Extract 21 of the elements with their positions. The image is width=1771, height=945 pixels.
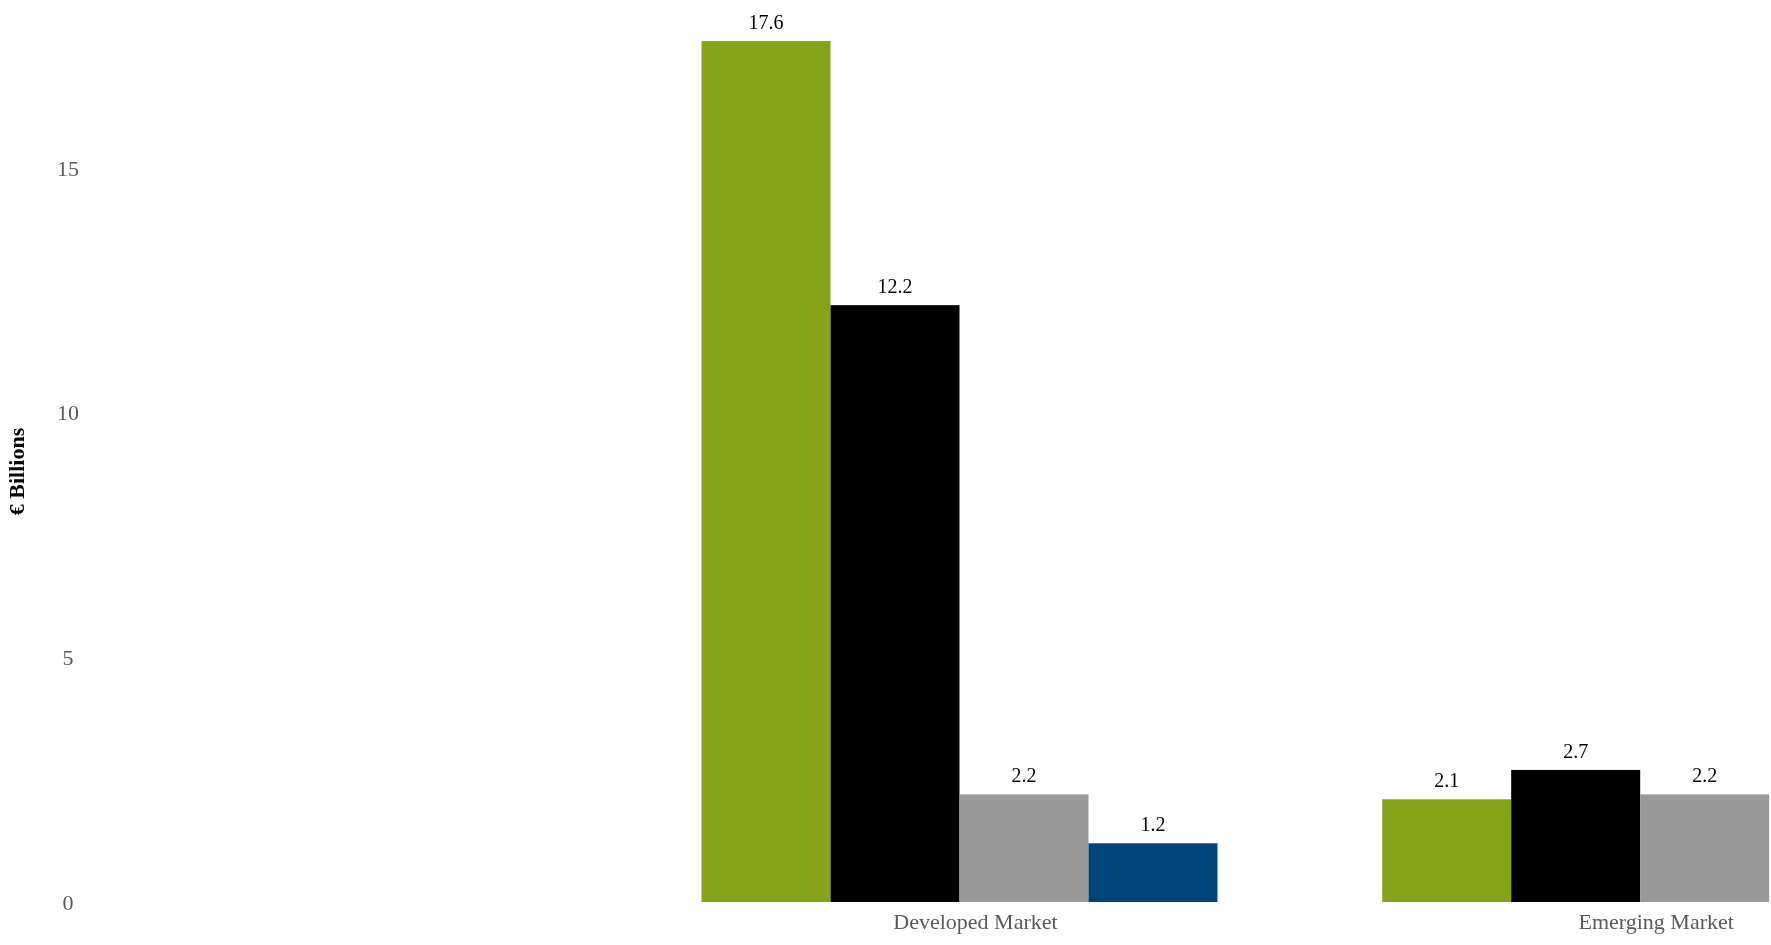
x-tick-label: Developed Market	[893, 909, 1058, 934]
bar	[1640, 794, 1770, 902]
y-tick-label: 10	[57, 400, 79, 426]
y-axis-title: € Billions	[3, 427, 29, 516]
y-tick-label: 0	[62, 889, 74, 915]
data-label: 2.2	[1692, 764, 1718, 787]
data-label: 2.7	[1563, 739, 1589, 762]
y-tick-label: 15	[57, 155, 79, 181]
bar	[959, 794, 1089, 902]
bar	[1382, 799, 1512, 902]
bar	[701, 41, 831, 902]
bar	[830, 305, 960, 902]
bar	[1088, 843, 1218, 902]
data-label: 17.6	[748, 11, 784, 33]
x-tick-label: Emerging Market	[1578, 909, 1734, 934]
data-label: 12.2	[877, 275, 913, 298]
bar	[1511, 769, 1641, 902]
data-label: 2.2	[1011, 764, 1037, 787]
y-tick-label: 5	[62, 645, 74, 671]
data-label: 1.2	[1140, 813, 1166, 836]
data-label: 2.1	[1434, 769, 1460, 792]
